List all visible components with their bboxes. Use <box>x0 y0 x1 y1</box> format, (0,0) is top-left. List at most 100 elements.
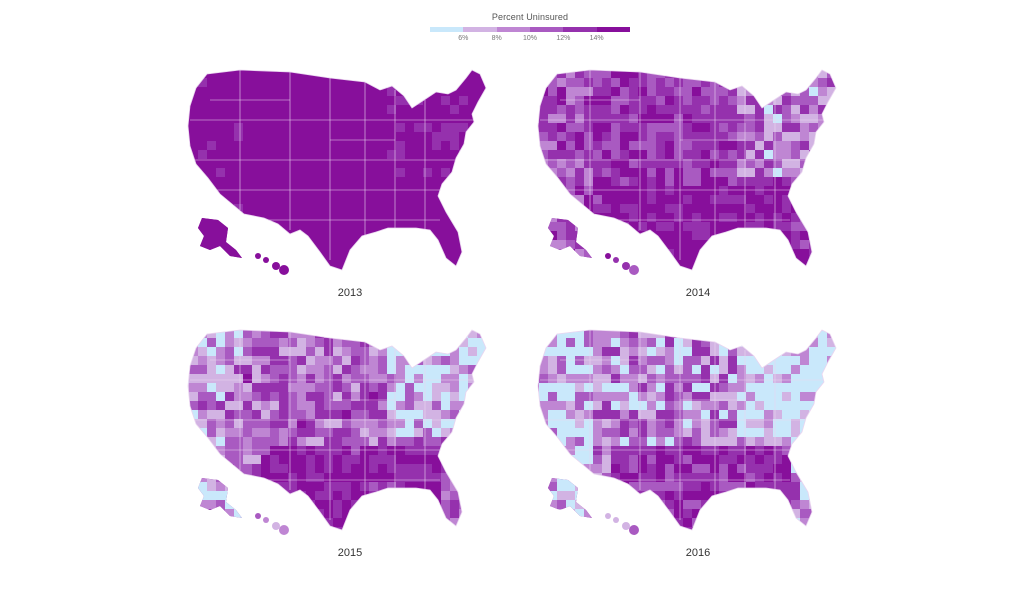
county-cell <box>288 70 297 78</box>
county-cell <box>243 536 252 540</box>
county-cell <box>261 320 270 329</box>
county-cell <box>728 500 737 509</box>
county-cell <box>728 276 737 280</box>
county-cell <box>683 482 692 491</box>
county-cell <box>845 150 854 159</box>
county-cell <box>773 123 782 132</box>
county-cell <box>324 276 333 280</box>
county-cell <box>809 428 818 437</box>
county-cell <box>548 401 557 410</box>
county-cell <box>557 356 566 365</box>
county-cell <box>189 249 198 258</box>
county-cell <box>836 392 845 401</box>
county-cell <box>836 276 845 280</box>
county-cell <box>683 330 692 338</box>
county-cell <box>189 70 198 78</box>
county-cell <box>620 132 629 141</box>
county-cell <box>198 267 207 270</box>
county-cell <box>261 446 270 455</box>
county-cell <box>207 536 216 540</box>
county-cell <box>441 320 450 329</box>
county-cell <box>539 78 548 87</box>
county-cell <box>809 455 818 464</box>
county-cell <box>306 222 315 231</box>
county-cell <box>351 356 360 365</box>
county-cell <box>378 536 387 540</box>
county-cell <box>207 132 216 141</box>
county-cell <box>396 114 405 123</box>
county-cell <box>369 455 378 464</box>
county-cell <box>279 419 288 428</box>
county-cell <box>468 141 477 150</box>
county-cell <box>746 330 755 338</box>
county-cell <box>342 383 351 392</box>
county-cell <box>674 249 683 258</box>
county-cell <box>701 455 710 464</box>
county-cell <box>791 168 800 177</box>
county-cell <box>602 338 611 347</box>
county-cell <box>360 60 369 69</box>
county-cell <box>468 240 477 249</box>
county-cell <box>656 150 665 159</box>
county-cell <box>387 455 396 464</box>
county-cell <box>728 213 737 222</box>
county-cell <box>647 500 656 509</box>
county-cell <box>593 500 602 509</box>
county-cell <box>188 267 189 270</box>
county-cell <box>342 70 351 78</box>
county-cell <box>333 509 342 518</box>
county-cell <box>333 222 342 231</box>
county-cell <box>297 446 306 455</box>
county-cell <box>575 374 584 383</box>
county-cell <box>216 509 225 518</box>
county-cell <box>360 168 369 177</box>
county-cell <box>548 249 557 258</box>
county-cell <box>243 491 252 500</box>
county-cell <box>791 356 800 365</box>
county-cell <box>602 195 611 204</box>
county-cell <box>674 374 683 383</box>
county-cell <box>538 96 539 105</box>
county-cell <box>836 401 845 410</box>
county-cell <box>333 437 342 446</box>
county-cell <box>665 446 674 455</box>
county-cell <box>369 195 378 204</box>
county-cell <box>593 419 602 428</box>
county-cell <box>611 374 620 383</box>
county-cell <box>656 500 665 509</box>
county-cell <box>378 401 387 410</box>
county-cell <box>746 491 755 500</box>
county-cell <box>324 518 333 527</box>
county-cell <box>477 258 486 267</box>
county-cell <box>557 482 566 491</box>
county-cell <box>387 213 396 222</box>
county-cell <box>360 347 369 356</box>
county-cell <box>548 518 557 527</box>
county-cell <box>674 428 683 437</box>
state-borders <box>540 70 830 260</box>
county-cell <box>548 500 557 509</box>
county-cell <box>423 186 432 195</box>
county-cell <box>620 276 629 280</box>
county-cell <box>602 258 611 267</box>
county-cell <box>845 392 854 401</box>
county-cell <box>593 509 602 518</box>
county-cell <box>188 356 189 365</box>
county-cell <box>414 123 423 132</box>
county-cell <box>333 500 342 509</box>
county-cell <box>638 419 647 428</box>
county-cell <box>638 159 647 168</box>
county-cell <box>728 491 737 500</box>
county-cell <box>378 464 387 473</box>
county-cell <box>188 401 189 410</box>
county-cell <box>342 141 351 150</box>
county-cell <box>602 428 611 437</box>
county-cell <box>477 276 486 280</box>
county-cell <box>538 500 539 509</box>
county-cell <box>486 383 495 392</box>
county-cell <box>638 249 647 258</box>
county-cell <box>207 159 216 168</box>
county-cell <box>189 213 198 222</box>
county-cell <box>342 159 351 168</box>
county-cell <box>539 500 548 509</box>
